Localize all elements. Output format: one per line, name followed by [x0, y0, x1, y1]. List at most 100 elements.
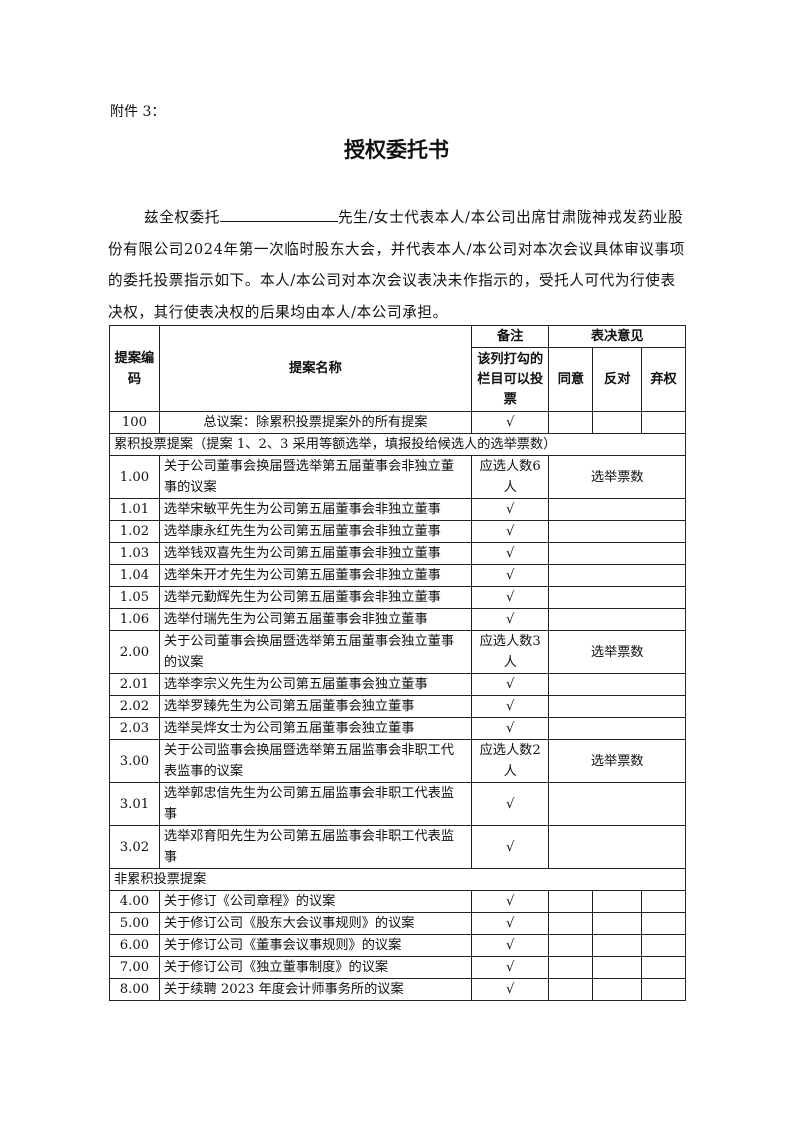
check-mark: √	[470, 498, 550, 521]
table-row: 2.00 关于公司董事会换届暨选举第五届董事会独立董事的议案 应选人数3人 选举票数	[109, 630, 686, 674]
proposal-name: 选举朱开才先生为公司第五届董事会非独立董事	[158, 564, 472, 587]
agree-cell[interactable]	[548, 978, 594, 1001]
seats-to-elect: 应选人数3人	[470, 630, 550, 674]
votes-input-cell[interactable]	[548, 782, 686, 826]
table-row: 2.01 选举李宗义先生为公司第五届董事会独立董事 √	[109, 673, 686, 696]
authorization-paragraph: 兹全权委托 先生/女士代表本人/本公司出席甘肃陇神戎发药业股份有限公司2024年第…	[108, 202, 688, 328]
abstain-cell[interactable]	[641, 411, 686, 434]
header-note: 备注	[470, 325, 550, 348]
check-mark: √	[470, 912, 550, 935]
proposal-code: 8.00	[109, 978, 160, 1001]
oppose-cell[interactable]	[592, 411, 643, 434]
election-votes-label: 选举票数	[548, 455, 686, 499]
proposal-code: 1.04	[109, 564, 160, 587]
abstain-cell[interactable]	[641, 956, 686, 979]
votes-input-cell[interactable]	[548, 695, 686, 718]
proposal-code: 7.00	[109, 956, 160, 979]
check-mark: √	[470, 890, 550, 913]
proxy-name-blank[interactable]	[219, 206, 338, 222]
table-row: 3.01 选举郭忠信先生为公司第五届监事会非职工代表监事 √	[109, 782, 686, 826]
proposal-name: 选举钱双喜先生为公司第五届董事会非独立董事	[158, 542, 472, 565]
proposal-name: 选举邓育阳先生为公司第五届监事会非职工代表监事	[158, 825, 472, 869]
check-mark: √	[470, 956, 550, 979]
proposal-name: 选举康永红先生为公司第五届董事会非独立董事	[158, 520, 472, 543]
oppose-cell[interactable]	[592, 912, 643, 935]
proposal-name: 选举元勤辉先生为公司第五届董事会非独立董事	[158, 586, 472, 609]
election-votes-label: 选举票数	[548, 739, 686, 783]
votes-input-cell[interactable]	[548, 608, 686, 631]
agree-cell[interactable]	[548, 934, 594, 957]
votes-input-cell[interactable]	[548, 498, 686, 521]
check-mark: √	[470, 520, 550, 543]
votes-input-cell[interactable]	[548, 520, 686, 543]
header-name: 提案名称	[158, 325, 472, 412]
proposal-name: 选举郭忠信先生为公司第五届监事会非职工代表监事	[158, 782, 472, 826]
check-mark: √	[470, 978, 550, 1001]
agree-cell[interactable]	[548, 912, 594, 935]
table-row: 100 总议案：除累积投票提案外的所有提案 √	[109, 411, 686, 434]
check-mark: √	[470, 717, 550, 740]
oppose-cell[interactable]	[592, 890, 643, 913]
section-title: 非累积投票提案	[109, 868, 686, 891]
proposal-code: 2.00	[109, 630, 160, 674]
proposal-code: 1.02	[109, 520, 160, 543]
agree-cell[interactable]	[548, 411, 594, 434]
header-opinion: 表决意见	[548, 325, 686, 348]
check-mark: √	[470, 608, 550, 631]
votes-input-cell[interactable]	[548, 564, 686, 587]
table-row: 2.02 选举罗臻先生为公司第五届董事会独立董事 √	[109, 695, 686, 718]
proxy-voting-table: 提案编码 提案名称 备注 表决意见 该列打勾的栏目可以投票 同意 反对 弃权 1…	[109, 325, 686, 1001]
check-mark: √	[470, 586, 550, 609]
agree-cell[interactable]	[548, 956, 594, 979]
table-row: 5.00 关于修订公司《股东大会议事规则》的议案 √	[109, 912, 686, 935]
proposal-name: 关于续聘 2023 年度会计师事务所的议案	[158, 978, 472, 1001]
proposal-name: 关于公司董事会换届暨选举第五届董事会独立董事的议案	[158, 630, 472, 674]
check-mark: √	[470, 782, 550, 826]
abstain-cell[interactable]	[641, 912, 686, 935]
header-note-sub: 该列打勾的栏目可以投票	[470, 347, 550, 412]
section-title: 累积投票提案（提案 1、2、3 采用等额选举，填报投给候选人的选举票数）	[109, 433, 686, 456]
proposal-code: 2.03	[109, 717, 160, 740]
proposal-code: 1.01	[109, 498, 160, 521]
section-row: 非累积投票提案	[109, 868, 686, 891]
votes-input-cell[interactable]	[548, 825, 686, 869]
check-mark: √	[470, 695, 550, 718]
proposal-name: 关于修订公司《独立董事制度》的议案	[158, 956, 472, 979]
proposal-name: 选举吴烨女士为公司第五届董事会独立董事	[158, 717, 472, 740]
table-row: 7.00 关于修订公司《独立董事制度》的议案 √	[109, 956, 686, 979]
proposal-code: 3.00	[109, 739, 160, 783]
oppose-cell[interactable]	[592, 934, 643, 957]
proposal-name: 选举李宗义先生为公司第五届董事会独立董事	[158, 673, 472, 696]
votes-input-cell[interactable]	[548, 542, 686, 565]
votes-input-cell[interactable]	[548, 586, 686, 609]
abstain-cell[interactable]	[641, 890, 686, 913]
oppose-cell[interactable]	[592, 956, 643, 979]
proposal-name: 总议案：除累积投票提案外的所有提案	[158, 411, 472, 434]
paragraph-body: 先生/女士代表本人/本公司出席甘肃陇神戎发药业股份有限公司2024年第一次临时股…	[108, 209, 685, 321]
table-row: 3.00 关于公司监事会换届暨选举第五届监事会非职工代表监事的议案 应选人数2人 选举…	[109, 739, 686, 783]
check-mark: √	[470, 673, 550, 696]
proposal-name: 关于修订公司《董事会议事规则》的议案	[158, 934, 472, 957]
table-row: 1.00 关于公司董事会换届暨选举第五届董事会非独立董事的议案 应选人数6人 选举票数	[109, 455, 686, 499]
votes-input-cell[interactable]	[548, 717, 686, 740]
table-row: 6.00 关于修订公司《董事会议事规则》的议案 √	[109, 934, 686, 957]
abstain-cell[interactable]	[641, 978, 686, 1001]
agree-cell[interactable]	[548, 890, 594, 913]
oppose-cell[interactable]	[592, 978, 643, 1001]
proposal-name: 选举宋敏平先生为公司第五届董事会非独立董事	[158, 498, 472, 521]
table-row: 3.02 选举邓育阳先生为公司第五届监事会非职工代表监事 √	[109, 825, 686, 869]
table-row: 4.00 关于修订《公司章程》的议案 √	[109, 890, 686, 913]
header-code: 提案编码	[109, 325, 160, 412]
proposal-code: 1.00	[109, 455, 160, 499]
check-mark: √	[470, 934, 550, 957]
proposal-code: 6.00	[109, 934, 160, 957]
abstain-cell[interactable]	[641, 934, 686, 957]
attachment-label: 附件 3：	[110, 104, 166, 120]
seats-to-elect: 应选人数6人	[470, 455, 550, 499]
proposal-code: 2.02	[109, 695, 160, 718]
table-row: 1.01 选举宋敏平先生为公司第五届董事会非独立董事 √	[109, 498, 686, 521]
header-agree: 同意	[548, 347, 594, 412]
votes-input-cell[interactable]	[548, 673, 686, 696]
proposal-code: 3.01	[109, 782, 160, 826]
check-mark: √	[470, 542, 550, 565]
